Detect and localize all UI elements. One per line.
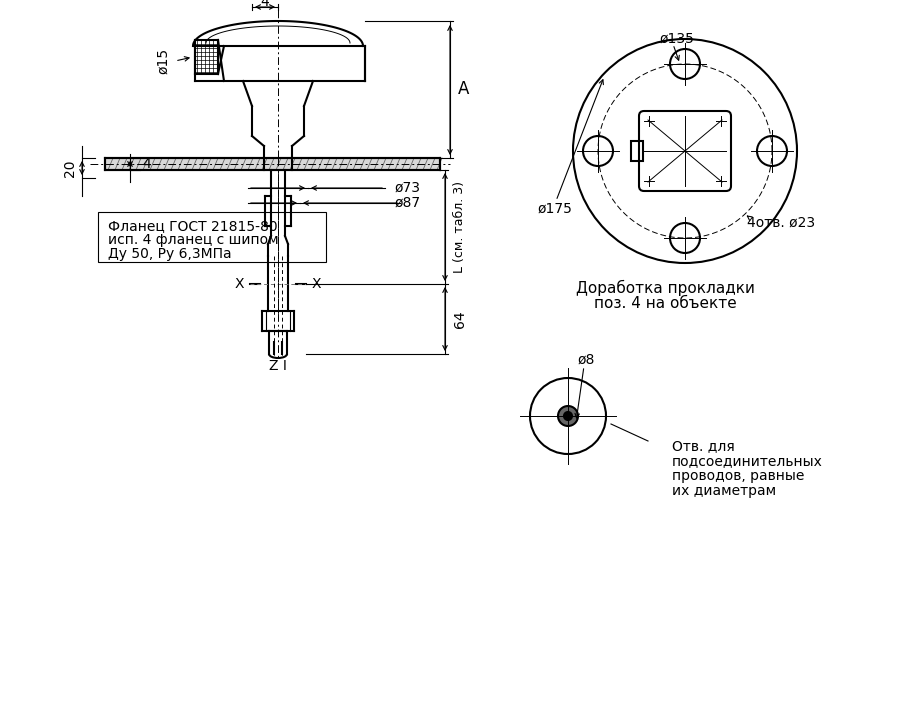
Text: ø175: ø175 <box>538 202 573 216</box>
Text: их диаметрам: их диаметрам <box>672 484 776 498</box>
Text: ø87: ø87 <box>395 196 421 210</box>
Text: Ду 50, Ру 6,3МПа: Ду 50, Ру 6,3МПа <box>108 247 231 261</box>
Text: проводов, равные: проводов, равные <box>672 469 805 483</box>
Text: A: A <box>458 80 470 99</box>
Circle shape <box>564 412 572 420</box>
Text: 4отв. ø23: 4отв. ø23 <box>747 216 815 230</box>
Text: ø73: ø73 <box>395 181 421 195</box>
Text: ø15: ø15 <box>156 48 170 74</box>
Text: 64: 64 <box>453 310 467 328</box>
Text: X: X <box>312 277 321 291</box>
Text: 20: 20 <box>63 159 77 177</box>
Text: L (см. табл. 3): L (см. табл. 3) <box>453 181 466 273</box>
Text: X: X <box>235 277 244 291</box>
Text: поз. 4 на объекте: поз. 4 на объекте <box>594 296 736 311</box>
Text: 4: 4 <box>261 0 269 9</box>
Circle shape <box>558 406 578 426</box>
Text: Доработка прокладки: Доработка прокладки <box>576 280 754 296</box>
Text: ø8: ø8 <box>577 353 595 367</box>
Text: ø135: ø135 <box>660 32 695 46</box>
Text: Z I: Z I <box>269 359 287 373</box>
Text: исп. 4 фланец с шипом: исп. 4 фланец с шипом <box>108 233 279 247</box>
Bar <box>105 158 440 170</box>
Text: 4: 4 <box>142 157 151 171</box>
Bar <box>631 141 643 161</box>
Text: Отв. для: Отв. для <box>672 439 734 453</box>
Bar <box>98 212 326 262</box>
Text: подсоединительных: подсоединительных <box>672 454 823 468</box>
Text: Фланец ГОСТ 21815-80: Фланец ГОСТ 21815-80 <box>108 219 277 233</box>
